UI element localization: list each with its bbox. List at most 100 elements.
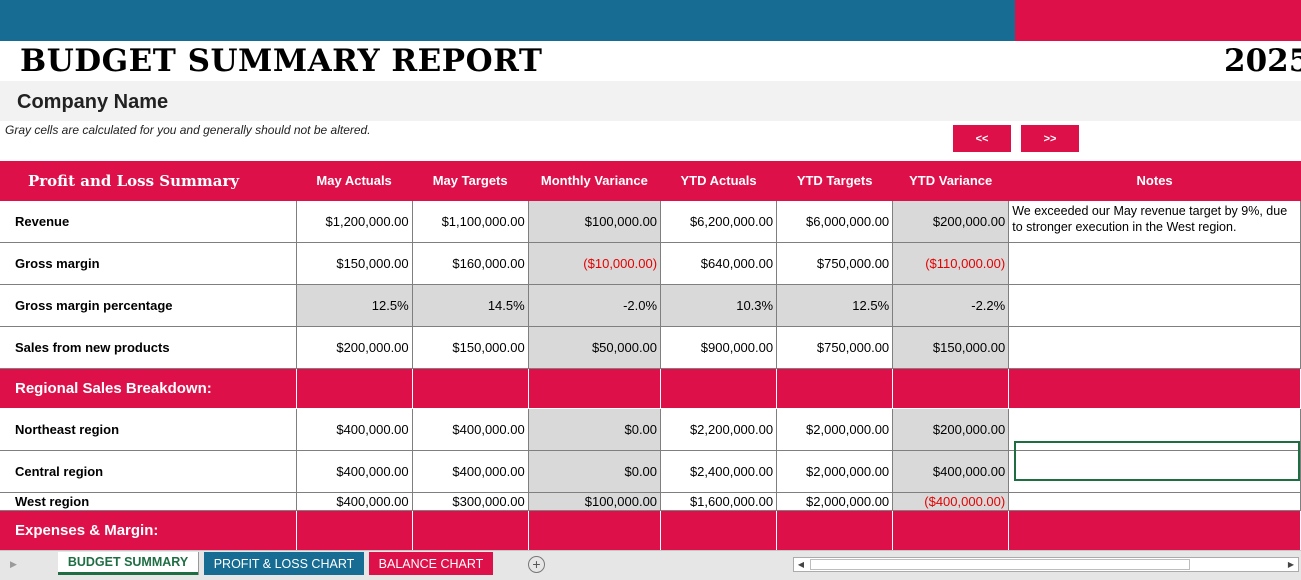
col-header-monthly-variance[interactable]: Monthly Variance <box>528 161 662 201</box>
prev-sheet-button[interactable]: << <box>953 125 1011 152</box>
section-cell[interactable] <box>412 368 529 409</box>
cell[interactable]: $640,000.00 <box>660 242 778 285</box>
cell[interactable]: $2,200,000.00 <box>660 408 778 451</box>
row-label[interactable]: Revenue <box>0 200 297 243</box>
expenses-heading[interactable]: Expenses & Margin: <box>0 510 297 551</box>
cell[interactable]: $1,600,000.00 <box>660 492 778 511</box>
col-header-may-targets[interactable]: May Targets <box>412 161 529 201</box>
section-row-regional: Regional Sales Breakdown: <box>0 368 1301 409</box>
section-cell[interactable] <box>296 368 413 409</box>
section-cell[interactable] <box>412 510 529 551</box>
cell-calculated[interactable]: -2.0% <box>528 284 662 327</box>
cell[interactable]: $1,200,000.00 <box>296 200 413 243</box>
cell[interactable]: $400,000.00 <box>412 408 529 451</box>
cell[interactable]: $150,000.00 <box>412 326 529 369</box>
cell-calculated[interactable]: $400,000.00 <box>892 450 1010 493</box>
cell-calculated[interactable]: $100,000.00 <box>528 200 662 243</box>
cell-calculated[interactable]: ($10,000.00) <box>528 242 662 285</box>
tab-budget-summary[interactable]: BUDGET SUMMARY <box>58 552 198 575</box>
col-header-may-actuals[interactable]: May Actuals <box>296 161 413 201</box>
cell[interactable]: $160,000.00 <box>412 242 529 285</box>
row-label[interactable]: Gross margin percentage <box>0 284 297 327</box>
cell-calculated[interactable]: $200,000.00 <box>892 200 1010 243</box>
cell-calculated[interactable]: $150,000.00 <box>892 326 1010 369</box>
notes-cell[interactable]: We exceeded our May revenue target by 9%… <box>1008 200 1301 243</box>
tab-scroll-arrow-icon[interactable]: ▶ <box>10 559 17 569</box>
section-cell[interactable] <box>528 368 662 409</box>
cell-calculated[interactable]: $0.00 <box>528 408 662 451</box>
cell-calculated[interactable]: $100,000.00 <box>528 492 662 511</box>
row-label[interactable]: Central region <box>0 450 297 493</box>
cell-calculated[interactable]: ($400,000.00) <box>892 492 1010 511</box>
section-cell[interactable] <box>296 510 413 551</box>
section-cell[interactable] <box>892 510 1010 551</box>
cell-calculated[interactable]: $200,000.00 <box>892 408 1010 451</box>
notes-cell[interactable] <box>1008 242 1301 285</box>
cell[interactable]: $2,000,000.00 <box>776 492 894 511</box>
triangle-left-icon[interactable]: ◀ <box>797 560 805 569</box>
col-header-ytd-targets[interactable]: YTD Targets <box>776 161 894 201</box>
cell-calculated[interactable]: -2.2% <box>892 284 1010 327</box>
company-band <box>0 81 1301 121</box>
cell-calculated[interactable]: ($110,000.00) <box>892 242 1010 285</box>
cell[interactable]: $2,000,000.00 <box>776 408 894 451</box>
table-row: Sales from new products $200,000.00 $150… <box>0 326 1301 369</box>
col-header-notes[interactable]: Notes <box>1008 161 1301 201</box>
pl-summary-heading: Profit and Loss Summary <box>0 161 297 201</box>
section-cell[interactable] <box>776 368 894 409</box>
row-label[interactable]: West region <box>0 492 297 511</box>
notes-cell[interactable] <box>1008 326 1301 369</box>
cell[interactable]: $6,000,000.00 <box>776 200 894 243</box>
horizontal-scrollbar[interactable]: ◀ ▶ <box>793 557 1299 572</box>
notes-cell[interactable] <box>1008 284 1301 327</box>
report-title: BUDGET SUMMARY REPORT <box>20 43 543 79</box>
top-banner-red <box>1015 0 1301 41</box>
notes-cell-selected[interactable] <box>1008 450 1301 493</box>
section-cell[interactable] <box>1008 510 1301 551</box>
cell[interactable]: $400,000.00 <box>412 450 529 493</box>
section-cell[interactable] <box>1008 368 1301 409</box>
budget-table: Profit and Loss Summary May Actuals May … <box>0 161 1301 559</box>
cell[interactable]: $400,000.00 <box>296 450 413 493</box>
section-cell[interactable] <box>892 368 1010 409</box>
notes-cell[interactable] <box>1008 408 1301 451</box>
cell[interactable]: $1,100,000.00 <box>412 200 529 243</box>
plus-circle-icon[interactable]: + <box>528 556 545 573</box>
row-label[interactable]: Gross margin <box>0 242 297 285</box>
section-row-expenses: Expenses & Margin: <box>0 510 1301 551</box>
notes-cell[interactable] <box>1008 492 1301 511</box>
section-cell[interactable] <box>660 510 778 551</box>
cell[interactable]: $2,000,000.00 <box>776 450 894 493</box>
cell[interactable]: $400,000.00 <box>296 408 413 451</box>
col-header-ytd-actuals[interactable]: YTD Actuals <box>660 161 778 201</box>
regional-sales-heading[interactable]: Regional Sales Breakdown: <box>0 368 297 409</box>
cell[interactable]: $750,000.00 <box>776 242 894 285</box>
scrollbar-thumb[interactable] <box>810 559 1190 570</box>
cell[interactable]: $6,200,000.00 <box>660 200 778 243</box>
cell-calculated[interactable]: 12.5% <box>296 284 413 327</box>
cell[interactable]: $2,400,000.00 <box>660 450 778 493</box>
cell[interactable]: $750,000.00 <box>776 326 894 369</box>
cell-calculated[interactable]: 14.5% <box>412 284 529 327</box>
top-banner-blue <box>0 0 1015 41</box>
cell-calculated[interactable]: 10.3% <box>660 284 778 327</box>
cell[interactable]: $200,000.00 <box>296 326 413 369</box>
cell-calculated[interactable]: $0.00 <box>528 450 662 493</box>
col-header-ytd-variance[interactable]: YTD Variance <box>892 161 1010 201</box>
section-cell[interactable] <box>776 510 894 551</box>
triangle-right-icon[interactable]: ▶ <box>1287 560 1295 569</box>
cell-calculated[interactable]: 12.5% <box>776 284 894 327</box>
section-cell[interactable] <box>660 368 778 409</box>
tab-balance-chart[interactable]: BALANCE CHART <box>369 552 493 575</box>
next-sheet-button[interactable]: >> <box>1021 125 1079 152</box>
tab-profit-loss-chart[interactable]: PROFIT & LOSS CHART <box>204 552 364 575</box>
company-name[interactable]: Company Name <box>17 91 169 113</box>
cell-calculated[interactable]: $50,000.00 <box>528 326 662 369</box>
cell[interactable]: $400,000.00 <box>296 492 413 511</box>
section-cell[interactable] <box>528 510 662 551</box>
cell[interactable]: $150,000.00 <box>296 242 413 285</box>
row-label[interactable]: Sales from new products <box>0 326 297 369</box>
cell[interactable]: $900,000.00 <box>660 326 778 369</box>
cell[interactable]: $300,000.00 <box>412 492 529 511</box>
row-label[interactable]: Northeast region <box>0 408 297 451</box>
